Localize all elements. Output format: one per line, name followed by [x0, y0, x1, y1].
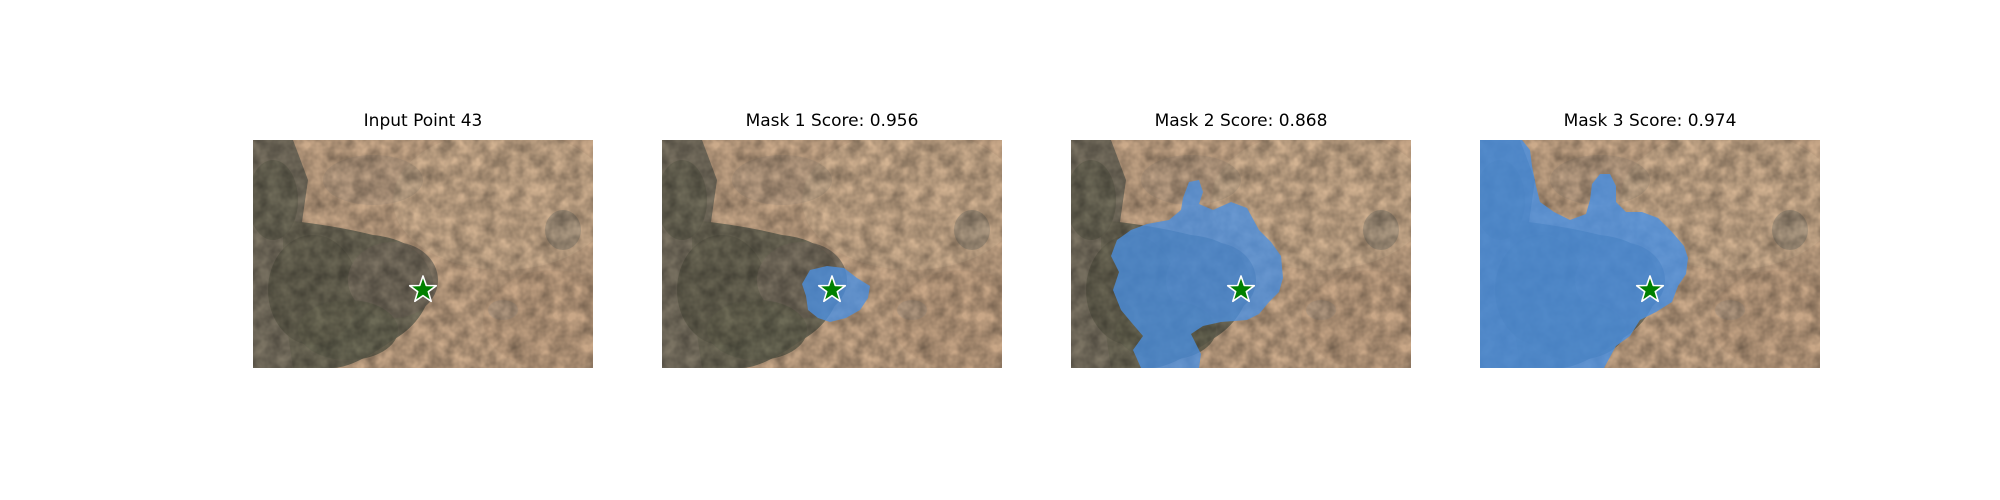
panel-title: Mask 1 Score: 0.956	[745, 111, 919, 131]
mask-region	[1480, 140, 1688, 368]
panel-mask-3: Mask 3 Score: 0.974	[1480, 110, 1820, 370]
aerial-image	[253, 140, 593, 368]
mask-region	[1111, 180, 1283, 368]
aerial-image-mask-2	[1071, 140, 1411, 368]
panel-title: Mask 2 Score: 0.868	[1154, 111, 1328, 131]
panel-mask-1: Mask 1 Score: 0.956	[662, 110, 1002, 370]
aerial-image-mask-3	[1480, 140, 1820, 368]
panel-title: Input Point 43	[363, 111, 483, 131]
panel-input-point: Input Point 43	[253, 110, 593, 370]
panel-mask-2: Mask 2 Score: 0.868	[1071, 110, 1411, 370]
aerial-image-mask-1	[662, 140, 1002, 368]
panel-title: Mask 3 Score: 0.974	[1563, 111, 1737, 131]
